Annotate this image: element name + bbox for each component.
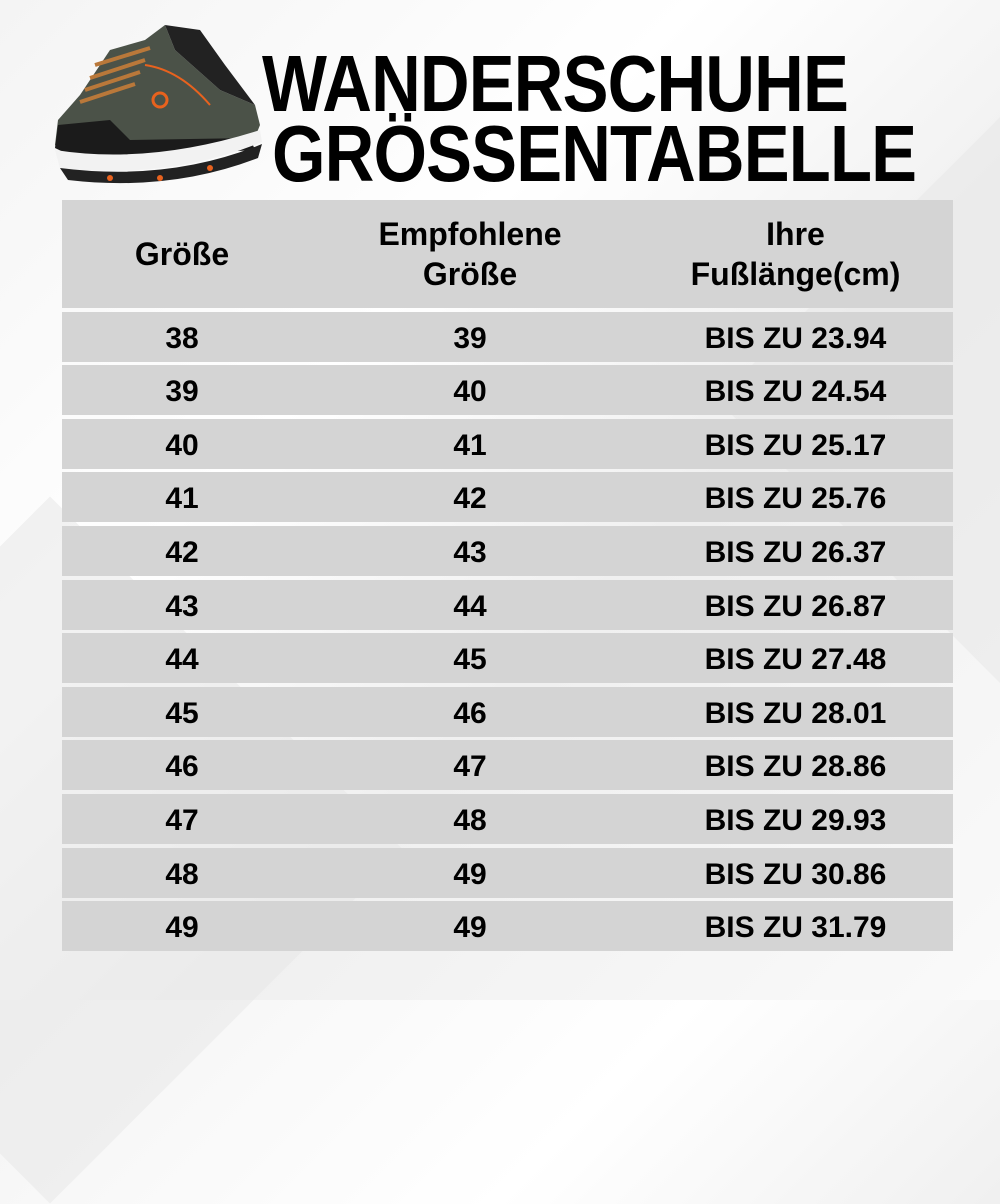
foot-length-cell: BIS ZU 24.54 xyxy=(704,375,887,409)
size-cell: 39 xyxy=(165,375,199,409)
header-recommended-size: Empfohlene Größe xyxy=(302,214,638,294)
recommended-size-cell: 49 xyxy=(453,911,487,945)
table-row: 48 49 BIS ZU 30.86 xyxy=(62,847,953,898)
size-table: Größe Empfohlene Größe Ihre Fußlänge(cm) 3… xyxy=(62,200,953,952)
table-row: 46 47 BIS ZU 28.86 xyxy=(62,740,953,791)
table-row: 41 42 BIS ZU 25.76 xyxy=(62,472,953,523)
table-row: 38 39 BIS ZU 23.94 xyxy=(62,311,953,362)
header-label-line1: Ihre xyxy=(766,216,825,252)
header-label-line2: Größe xyxy=(422,256,518,292)
size-cell: 48 xyxy=(165,857,199,891)
size-cell: 49 xyxy=(165,911,199,945)
header-foot-length: Ihre Fußlänge(cm) xyxy=(638,214,953,294)
page-title-line1: WANDERSCHUHE xyxy=(262,39,849,128)
foot-length-cell: BIS ZU 25.76 xyxy=(704,482,887,516)
header-size: Größe xyxy=(62,234,302,274)
foot-length-cell: BIS ZU 28.01 xyxy=(704,696,887,730)
header-label-line2: Fußlänge(cm) xyxy=(690,256,901,292)
recommended-size-cell: 40 xyxy=(453,375,487,409)
recommended-size-cell: 44 xyxy=(453,589,487,623)
foot-length-cell: BIS ZU 26.37 xyxy=(704,535,887,569)
table-header: Größe Empfohlene Größe Ihre Fußlänge(cm) xyxy=(62,200,953,308)
table-row: 40 41 BIS ZU 25.17 xyxy=(62,418,953,469)
table-row: 43 44 BIS ZU 26.87 xyxy=(62,579,953,630)
page-title-line2: GRÖSSENTABELLE xyxy=(272,109,917,198)
recommended-size-cell: 43 xyxy=(453,535,487,569)
recommended-size-cell: 41 xyxy=(453,428,487,462)
size-cell: 44 xyxy=(165,643,199,677)
size-cell: 42 xyxy=(165,535,199,569)
foot-length-cell: BIS ZU 31.79 xyxy=(704,911,887,945)
hiking-shoe-image xyxy=(55,25,262,184)
foot-length-cell: BIS ZU 29.93 xyxy=(704,803,887,837)
size-cell: 41 xyxy=(165,482,199,516)
table-row: 39 40 BIS ZU 24.54 xyxy=(62,365,953,416)
recommended-size-cell: 39 xyxy=(453,321,487,355)
foot-length-cell: BIS ZU 25.17 xyxy=(704,428,887,462)
size-cell: 46 xyxy=(165,750,199,784)
header-label-line1: Empfohlene xyxy=(378,216,562,252)
table-row: 45 46 BIS ZU 28.01 xyxy=(62,686,953,737)
table-row: 47 48 BIS ZU 29.93 xyxy=(62,793,953,844)
size-cell: 43 xyxy=(165,589,199,623)
foot-length-cell: BIS ZU 23.94 xyxy=(704,321,887,355)
size-cell: 40 xyxy=(165,428,199,462)
foot-length-cell: BIS ZU 26.87 xyxy=(704,589,887,623)
recommended-size-cell: 49 xyxy=(453,857,487,891)
header-size-label: Größe xyxy=(134,236,230,272)
foot-length-cell: BIS ZU 30.86 xyxy=(704,857,887,891)
table-row: 44 45 BIS ZU 27.48 xyxy=(62,633,953,684)
recommended-size-cell: 47 xyxy=(453,750,487,784)
size-cell: 38 xyxy=(165,321,199,355)
recommended-size-cell: 48 xyxy=(453,803,487,837)
foot-length-cell: BIS ZU 27.48 xyxy=(704,643,887,677)
foot-length-cell: BIS ZU 28.86 xyxy=(704,750,887,784)
size-cell: 47 xyxy=(165,803,199,837)
recommended-size-cell: 46 xyxy=(453,696,487,730)
recommended-size-cell: 42 xyxy=(453,482,487,516)
table-row: 42 43 BIS ZU 26.37 xyxy=(62,525,953,576)
recommended-size-cell: 45 xyxy=(453,643,487,677)
size-cell: 45 xyxy=(165,696,199,730)
table-row: 49 49 BIS ZU 31.79 xyxy=(62,901,953,952)
